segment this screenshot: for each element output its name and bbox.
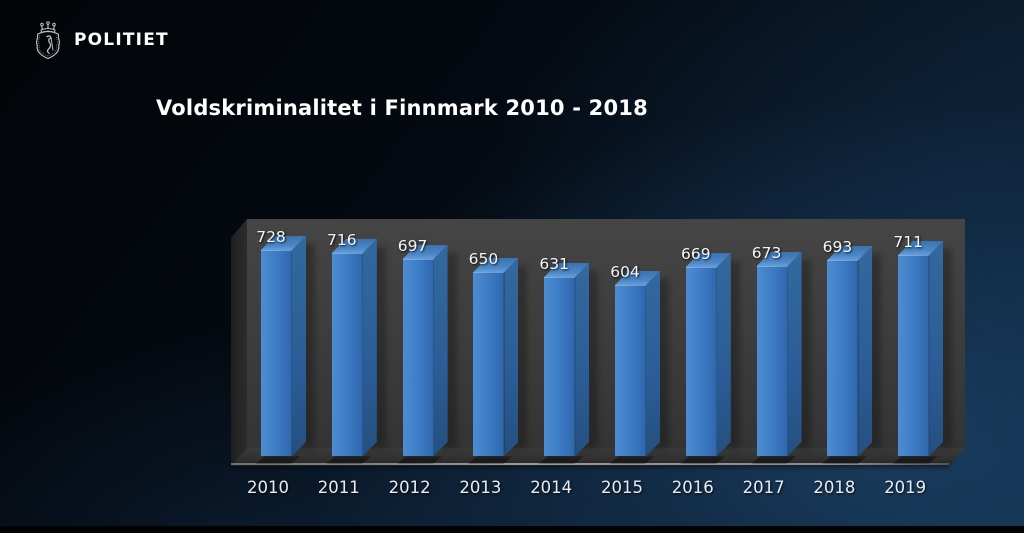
bar-year-label: 2010 <box>247 478 289 497</box>
bar-year-label: 2017 <box>742 478 785 497</box>
bar-value-label: 673 <box>751 244 782 262</box>
bar-value-label: 631 <box>539 255 569 273</box>
bar-value-label: 711 <box>893 233 923 251</box>
bar-side-face <box>646 271 660 456</box>
bar-year-label: 2018 <box>813 478 856 497</box>
bar-side-face <box>929 241 943 456</box>
bar-value-label: 650 <box>468 250 499 268</box>
bar-year-label: 2016 <box>671 478 714 497</box>
bar <box>402 259 434 456</box>
chart-title: Voldskriminalitet i Finnmark 2010 - 2018 <box>156 96 648 120</box>
bar-side-face <box>292 236 306 456</box>
bar-top-face <box>403 245 448 259</box>
bar-floor-shadow <box>538 456 584 464</box>
bar-top-face <box>261 236 306 250</box>
bar <box>756 266 788 456</box>
politiet-logo: POLITIET <box>33 21 169 59</box>
bar-year-label: 2014 <box>530 478 573 497</box>
bar-floor-shadow <box>821 456 867 464</box>
bar-floor-shadow <box>680 456 726 464</box>
bar <box>898 255 930 456</box>
bar-side-face <box>717 253 731 456</box>
bar-top-face <box>544 263 589 277</box>
logo-text: POLITIET <box>74 30 169 50</box>
bar-floor-shadow <box>467 456 513 464</box>
bar <box>331 253 363 456</box>
bar-top-face <box>686 253 731 267</box>
chart-left-wall <box>231 219 247 466</box>
bar-top-face <box>615 271 660 285</box>
bar-value-label: 728 <box>256 228 286 246</box>
bar <box>261 250 292 456</box>
bar-side-face <box>434 245 448 456</box>
bar <box>685 267 717 456</box>
bar-value-label: 693 <box>822 238 853 256</box>
bar-value-label: 669 <box>681 245 711 263</box>
bar-floor-shadow <box>326 456 372 464</box>
bar-value-label: 604 <box>610 263 640 281</box>
bar-top-face <box>757 252 802 266</box>
bar-side-face <box>575 263 589 456</box>
bottom-edge-strip <box>0 526 1024 533</box>
chart-floor-edge <box>231 463 949 465</box>
bar-value-label: 716 <box>327 231 357 249</box>
bar-year-label: 2013 <box>459 478 502 497</box>
bar-top-face <box>332 239 377 253</box>
bar-side-face <box>858 246 872 456</box>
bar-side-face <box>788 252 802 456</box>
bar-year-label: 2011 <box>317 478 360 497</box>
bar-year-label: 2019 <box>884 478 927 497</box>
bar <box>615 285 646 456</box>
bar-year-label: 2015 <box>601 478 643 497</box>
bar-floor-shadow <box>397 456 443 464</box>
bar-top-face <box>898 241 943 255</box>
bar <box>827 260 859 456</box>
bar-top-face <box>473 258 518 272</box>
bar-top-face <box>827 246 872 260</box>
bar <box>473 272 505 456</box>
bar-floor-shadow <box>892 456 938 464</box>
bar-value-label: 697 <box>397 237 428 255</box>
bar-year-label: 2012 <box>388 478 431 497</box>
bar-side-face <box>363 239 377 456</box>
bar-side-face <box>504 258 518 456</box>
bar-floor-shadow <box>751 456 797 464</box>
politiet-crest-icon <box>33 21 63 59</box>
bar-floor-shadow <box>255 456 301 464</box>
bar-chart: 728 2010 716 2011 697 2012 650 2013 631 2014 604 20… <box>231 219 965 519</box>
bar <box>544 277 576 456</box>
bar-floor-shadow <box>609 456 655 464</box>
